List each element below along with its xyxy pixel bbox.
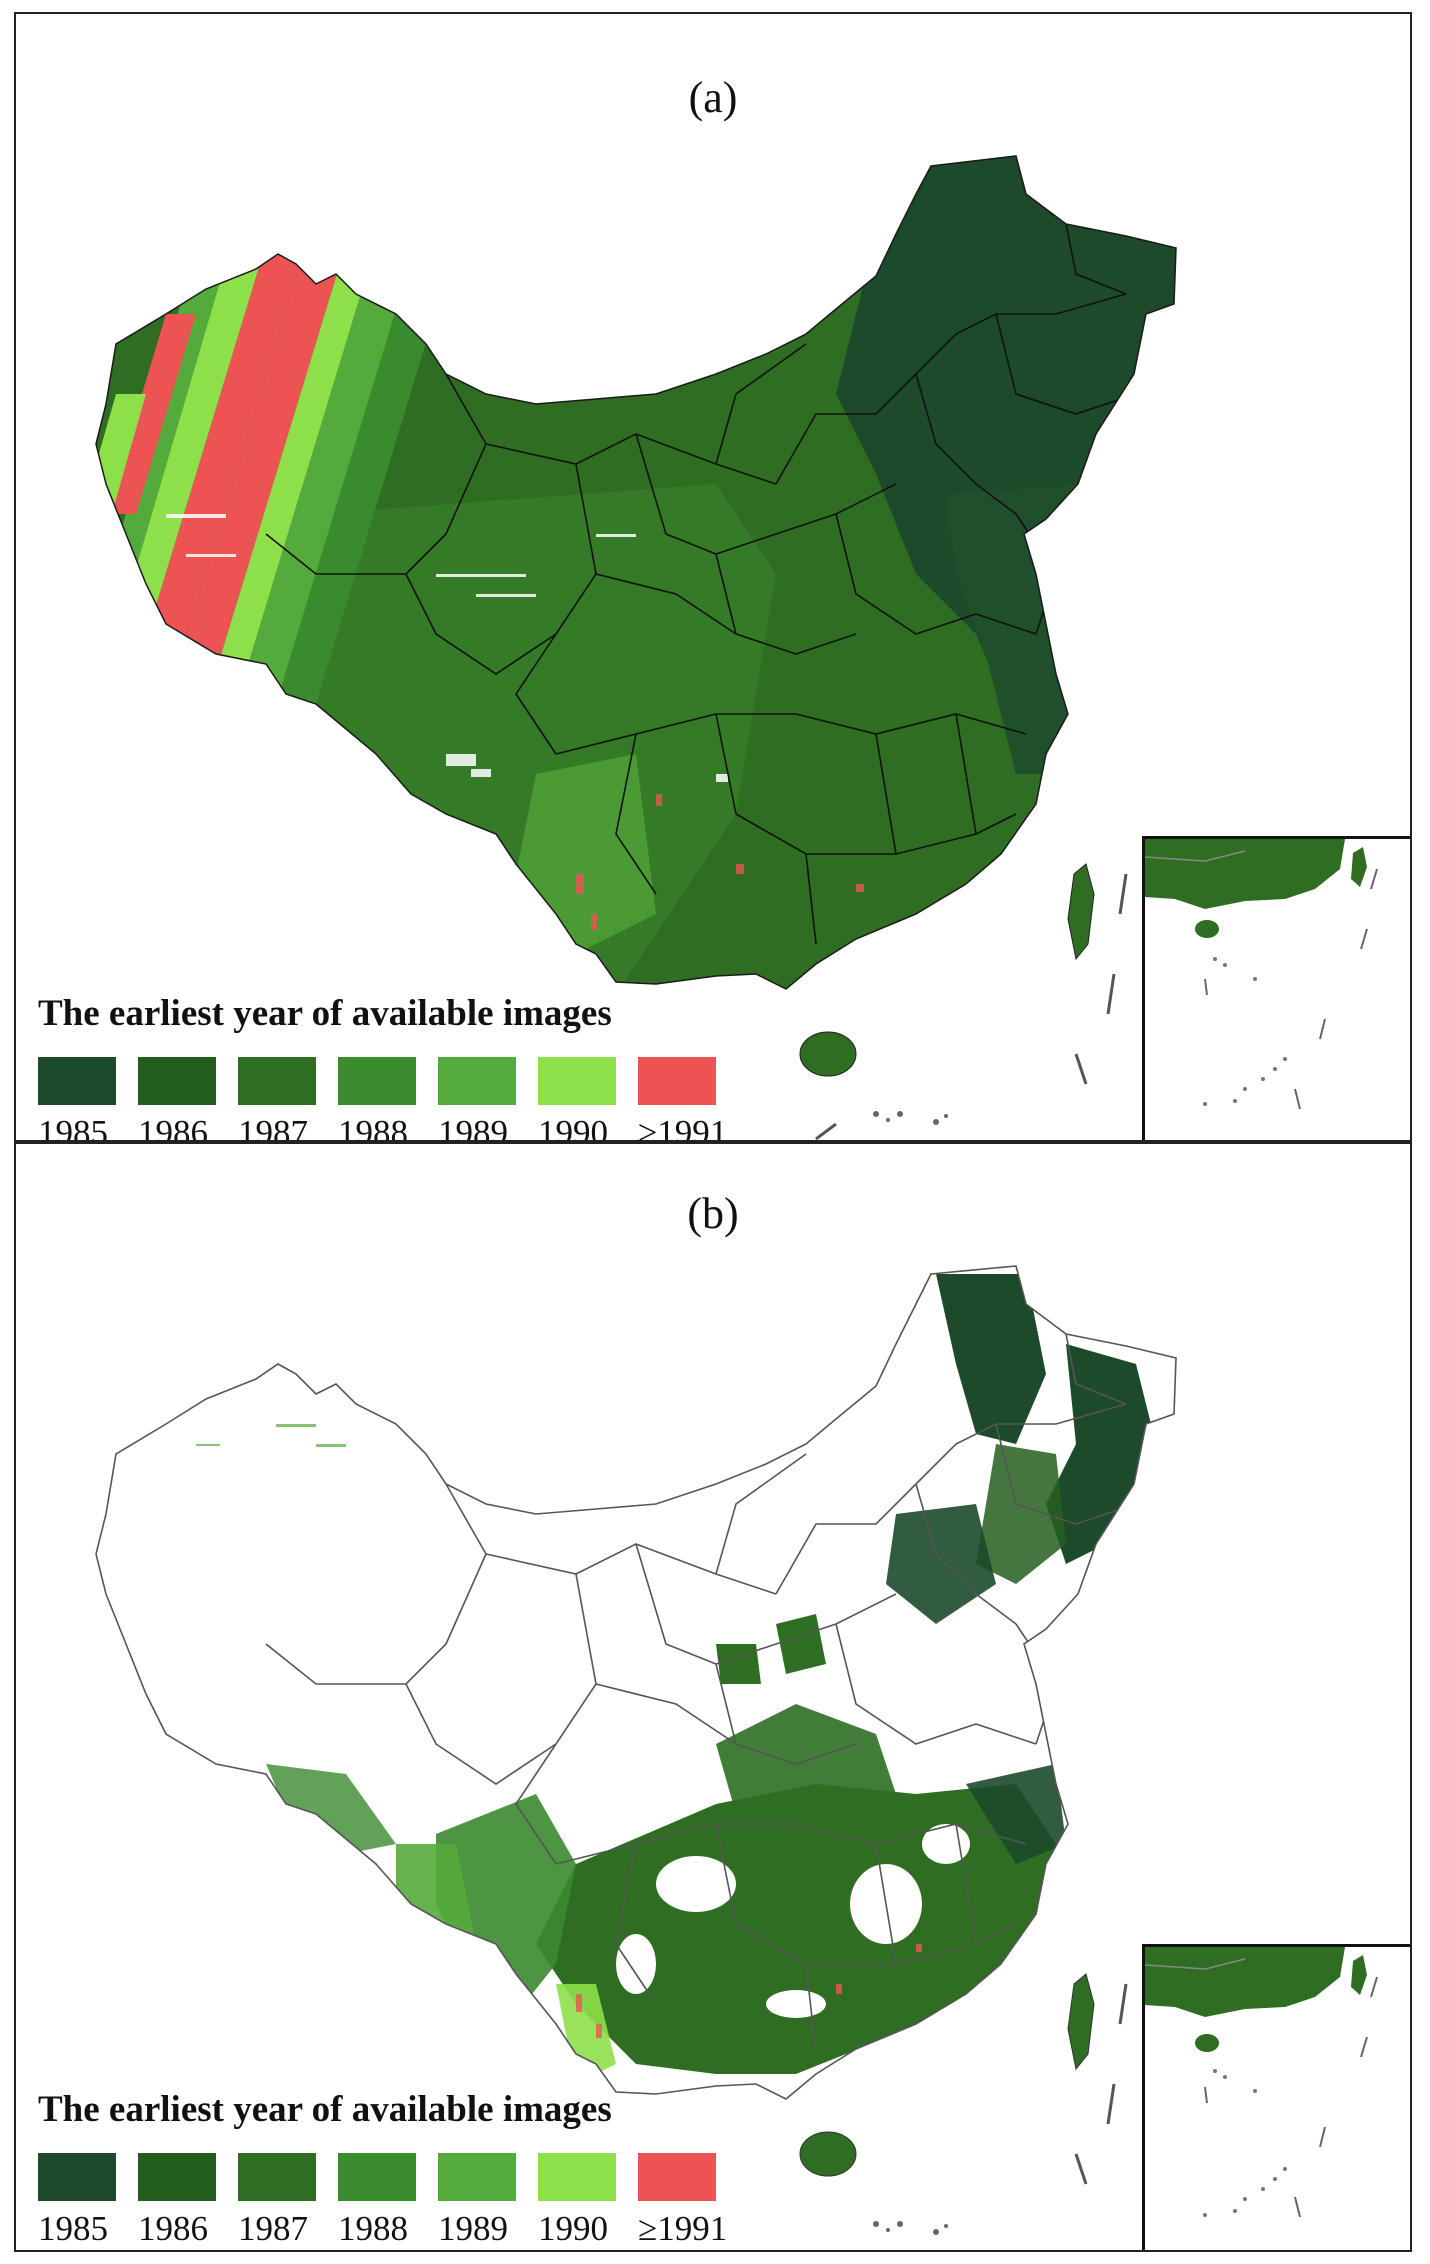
swatch-label: 1989 <box>438 1113 508 1142</box>
swatch-label: ≥1991 <box>638 2209 728 2248</box>
panel-a: (a) <box>14 12 1412 1142</box>
legend-item-1990: 1990 <box>538 1057 638 1142</box>
swatch-1986 <box>138 2153 216 2201</box>
legend-a: The earliest year of available images 19… <box>38 992 738 1142</box>
legend-b: The earliest year of available images 19… <box>38 2088 738 2249</box>
map-b <box>95 1265 1177 2235</box>
legend-swatches: 1985 1986 1987 1988 1989 1990 <box>38 1057 738 1142</box>
swatch-label: ≥1991 <box>638 1113 728 1142</box>
legend-item-1990: 1990 <box>538 2153 638 2249</box>
legend-item-1986: 1986 <box>138 1057 238 1142</box>
legend-title: The earliest year of available images <box>38 2089 612 2130</box>
legend-item-1985: 1985 <box>38 2153 138 2249</box>
swatch-label: 1985 <box>38 2209 108 2248</box>
map-a <box>95 155 1177 1140</box>
panel-b-label: (b) <box>687 1189 739 1238</box>
swatch-1990 <box>538 1057 616 1105</box>
swatch-1991plus <box>638 2153 716 2201</box>
swatch-1989 <box>438 1057 516 1105</box>
legend-item-1985: 1985 <box>38 1057 138 1142</box>
swatch-1988 <box>338 1057 416 1105</box>
legend-item-1991plus: ≥1991 <box>638 1057 738 1142</box>
legend-item-1989: 1989 <box>438 2153 538 2249</box>
legend-title: The earliest year of available images <box>38 993 612 1034</box>
swatch-label: 1987 <box>238 2209 308 2248</box>
swatch-label: 1986 <box>138 1113 208 1142</box>
swatch-label: 1990 <box>538 2209 608 2248</box>
swatch-label: 1989 <box>438 2209 508 2248</box>
legend-item-1987: 1987 <box>238 2153 338 2249</box>
swatch-label: 1985 <box>38 1113 108 1142</box>
inset-south-china-sea-a <box>1142 836 1410 1140</box>
swatch-label: 1988 <box>338 1113 408 1142</box>
swatch-label: 1990 <box>538 1113 608 1142</box>
swatch-1989 <box>438 2153 516 2201</box>
legend-item-1989: 1989 <box>438 1057 538 1142</box>
swatch-1987 <box>238 2153 316 2201</box>
panel-b: (b) <box>14 1142 1412 2252</box>
legend-item-1987: 1987 <box>238 1057 338 1142</box>
swatch-1985 <box>38 2153 116 2201</box>
swatch-1991plus <box>638 1057 716 1105</box>
swatch-label: 1986 <box>138 2209 208 2248</box>
legend-item-1991plus: ≥1991 <box>638 2153 738 2249</box>
swatch-1990 <box>538 2153 616 2201</box>
swatch-label: 1988 <box>338 2209 408 2248</box>
swatch-1987 <box>238 1057 316 1105</box>
legend-item-1988: 1988 <box>338 1057 438 1142</box>
legend-swatches: 1985 1986 1987 1988 1989 1990 <box>38 2153 738 2249</box>
panel-a-label: (a) <box>688 73 738 122</box>
swatch-1986 <box>138 1057 216 1105</box>
legend-item-1988: 1988 <box>338 2153 438 2249</box>
swatch-label: 1987 <box>238 1113 308 1142</box>
legend-item-1986: 1986 <box>138 2153 238 2249</box>
inset-south-china-sea-b <box>1142 1944 1410 2250</box>
swatch-1985 <box>38 1057 116 1105</box>
swatch-1988 <box>338 2153 416 2201</box>
